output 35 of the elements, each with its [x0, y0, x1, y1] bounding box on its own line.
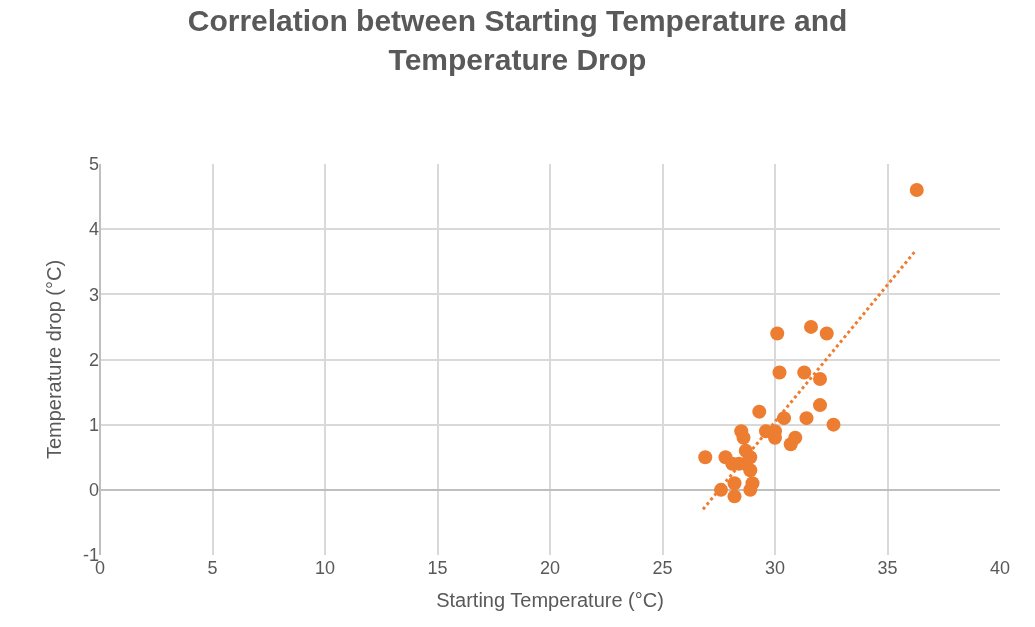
- point: [909, 183, 924, 198]
- x-tick-label: 35: [877, 558, 898, 578]
- point: [777, 411, 791, 426]
- y-tick-label: 1: [88, 414, 99, 435]
- point: [752, 404, 767, 419]
- x-tick-label: 40: [989, 558, 1011, 578]
- point: [819, 326, 834, 341]
- y-tick-label: 0: [88, 480, 99, 501]
- y-tick-label: 4: [88, 219, 99, 240]
- x-tick-label: 20: [539, 558, 561, 578]
- x-tick-label: 15: [427, 558, 448, 578]
- x-tick-label: 25: [652, 558, 673, 578]
- point: [772, 365, 787, 380]
- point: [745, 476, 760, 491]
- point: [813, 398, 827, 413]
- y-tick-label: 5: [88, 154, 99, 175]
- point: [788, 430, 803, 445]
- y-axis-title: Temperature drop (°C): [43, 259, 66, 460]
- x-axis-title: Starting Temperature (°C): [436, 588, 664, 611]
- point: [736, 430, 751, 445]
- point: [797, 365, 812, 380]
- x-tick-label: 10: [314, 558, 336, 578]
- y-tick-label: 2: [88, 349, 99, 370]
- x-tick-label: 5: [207, 558, 218, 578]
- y-tick-label: 3: [88, 284, 99, 305]
- point: [804, 319, 818, 334]
- point: [727, 489, 742, 504]
- point: [698, 450, 713, 465]
- x-tick-label: 30: [764, 558, 786, 578]
- point: [813, 372, 827, 387]
- point: [826, 417, 841, 432]
- point: [799, 411, 814, 426]
- point: [770, 326, 785, 341]
- point: [727, 476, 742, 491]
- chart-title: Correlation between Starting Temperature and Temperature Drop: [187, 4, 848, 77]
